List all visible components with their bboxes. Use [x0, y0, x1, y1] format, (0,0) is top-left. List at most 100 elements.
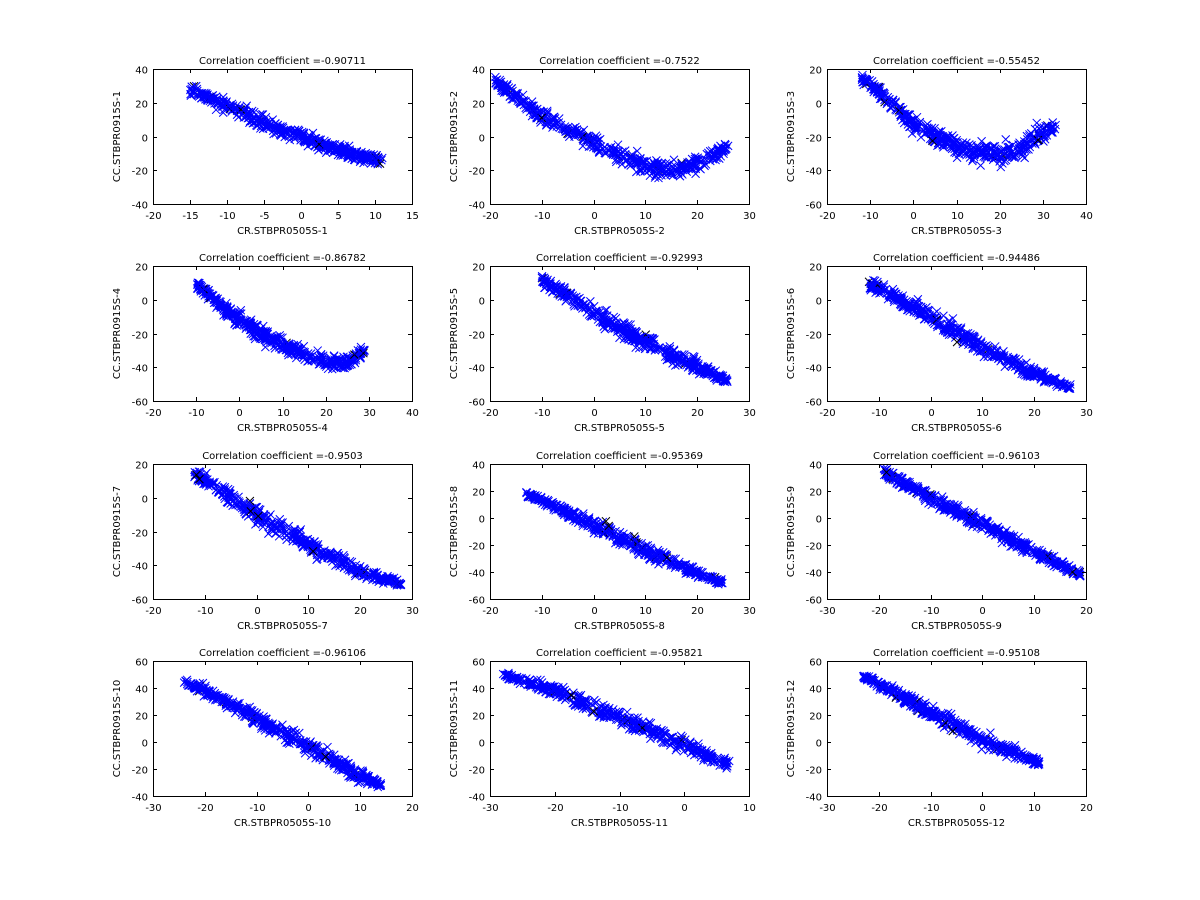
scatter-point	[209, 295, 219, 305]
scatter-point	[199, 89, 208, 99]
y-tick-label: 20	[809, 66, 822, 77]
y-tick-label: 40	[472, 461, 485, 472]
scatter-point	[996, 352, 1005, 362]
x-tick-label: 10	[277, 408, 290, 419]
scatter-point	[249, 331, 258, 341]
scatter-point	[290, 349, 300, 359]
scatter-point	[302, 743, 311, 753]
scatter-point	[306, 546, 316, 556]
x-tick-label: -10	[534, 408, 550, 419]
x-tick-label: 30	[743, 606, 756, 617]
scatter-point	[673, 354, 683, 364]
scatter-point	[709, 152, 719, 161]
scatter-point	[895, 293, 905, 303]
scatter-point	[953, 137, 962, 147]
x-tick-label: 30	[406, 606, 419, 617]
scatter-point	[355, 777, 365, 787]
scatter-point	[892, 478, 902, 488]
scatter-point	[1044, 558, 1054, 568]
scatter-point	[511, 89, 521, 98]
scatter-point	[631, 336, 640, 346]
scatter-point	[599, 315, 609, 325]
scatter-point	[671, 554, 681, 564]
scatter-point	[330, 754, 339, 764]
scatter-point	[1001, 533, 1011, 543]
scatter-point	[297, 537, 306, 547]
scatter-point	[1001, 135, 1011, 144]
scatter-point	[347, 557, 357, 567]
scatter-point	[321, 752, 330, 762]
subplot-title: Correlation coefficient =-0.96106	[199, 648, 366, 659]
scatter-point	[988, 524, 998, 533]
scatter-point	[253, 321, 263, 330]
scatter-point	[598, 517, 608, 527]
scatter-point	[283, 125, 292, 135]
scatter-point	[1034, 131, 1044, 141]
x-tick-label: 10	[1028, 606, 1041, 617]
scatter-point	[554, 114, 564, 123]
scatter-point	[581, 302, 590, 312]
scatter-point	[873, 87, 883, 96]
x-axis-label: CR.STBPR0505S-1	[237, 226, 328, 237]
scatter-point	[349, 350, 359, 359]
scatter-point	[877, 92, 886, 102]
scatter-point	[259, 118, 269, 127]
scatter-point	[611, 321, 620, 331]
x-axis-label: CR.STBPR0505S-3	[911, 226, 1002, 237]
x-tick-label: 30	[363, 408, 376, 419]
scatter-point	[910, 482, 919, 492]
scatter-point	[618, 147, 627, 157]
scatter-point	[299, 341, 309, 351]
scatter-point	[698, 155, 708, 165]
x-tick-label: 20	[406, 803, 419, 814]
scatter-point	[861, 74, 871, 84]
scatter-point	[222, 311, 231, 320]
scatter-point	[339, 552, 349, 562]
y-tick-label: 20	[472, 100, 485, 111]
scatter-point	[258, 522, 268, 532]
scatter-point	[220, 105, 229, 114]
y-tick-label: -60	[806, 398, 822, 409]
axes-frame	[827, 464, 1087, 600]
scatter-point	[223, 498, 233, 507]
scatter-point	[646, 164, 656, 174]
scatter-point	[516, 99, 525, 109]
scatter-point	[662, 553, 672, 562]
axes-frame	[153, 266, 413, 402]
scatter-point	[941, 499, 950, 509]
scatter-point	[869, 82, 879, 92]
scatter-point	[290, 134, 300, 144]
scatter-point	[219, 697, 229, 707]
scatter-point	[691, 169, 700, 179]
scatter-point	[587, 138, 597, 147]
x-tick-label: 10	[951, 211, 964, 222]
scatter-point	[691, 357, 700, 367]
scatter-point	[974, 339, 983, 349]
scatter-point	[1064, 560, 1074, 570]
x-tick-label: 10	[639, 408, 652, 419]
x-tick-label: -10	[534, 606, 550, 617]
x-tick-label: 0	[979, 606, 985, 617]
scatter-point	[911, 124, 920, 133]
scatter-point	[1057, 558, 1067, 568]
y-tick-label: -20	[806, 542, 822, 553]
scatter-point	[255, 124, 265, 133]
scatter-point	[382, 574, 392, 583]
x-tick-label: -20	[482, 408, 498, 419]
scatter-point	[928, 136, 937, 146]
scatter-point	[335, 147, 345, 157]
scatter-point	[227, 307, 236, 317]
scatter-point	[249, 719, 258, 728]
x-tick-label: -15	[182, 211, 198, 222]
scatter-point	[921, 121, 931, 130]
scatter-point	[312, 542, 321, 552]
scatter-point	[666, 170, 676, 179]
scatter-point	[369, 775, 378, 784]
scatter-point	[707, 146, 717, 155]
scatter-point	[909, 486, 918, 496]
scatter-point	[1025, 131, 1034, 141]
scatter-point	[938, 142, 948, 152]
scatter-point	[255, 110, 265, 119]
